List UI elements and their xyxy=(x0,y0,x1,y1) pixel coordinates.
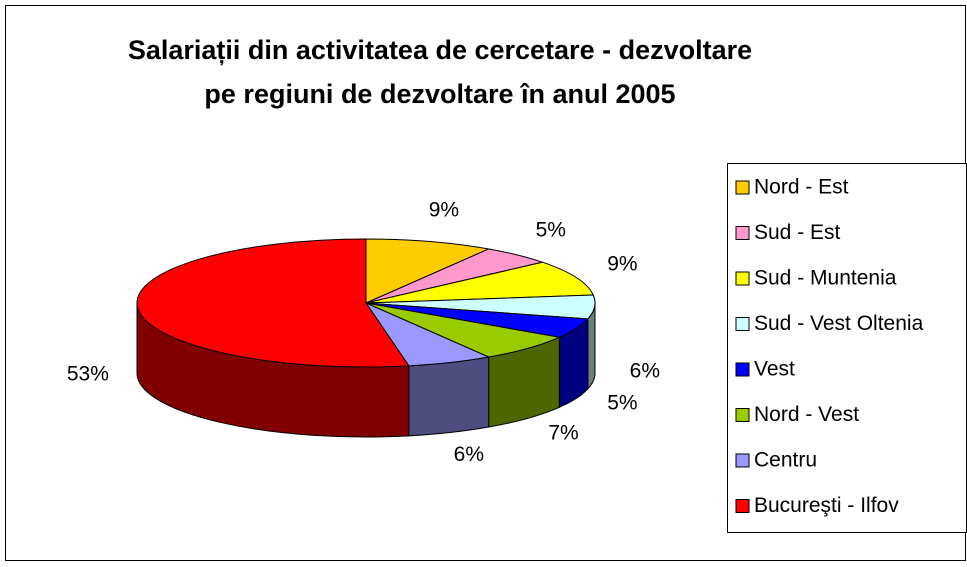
data-label: 6% xyxy=(630,360,660,383)
data-label: 5% xyxy=(607,392,637,415)
pie-side xyxy=(408,356,490,437)
legend-swatch xyxy=(735,408,750,422)
legend-swatch xyxy=(735,271,750,286)
data-label: 5% xyxy=(536,219,566,242)
legend-label: Bucureşti - Ilfov xyxy=(754,494,899,517)
data-label: 9% xyxy=(607,252,637,275)
legend-label: Vest xyxy=(754,358,795,381)
legend-label: Nord - Est xyxy=(754,176,849,199)
chart-title: Salariații din activitatea de cercetare … xyxy=(127,35,753,109)
legend-swatch xyxy=(735,226,750,240)
legend-label: Nord - Vest xyxy=(754,403,859,426)
legend-box xyxy=(727,163,967,533)
pie-slice xyxy=(365,261,594,304)
pie-slice xyxy=(365,238,491,304)
data-label: 7% xyxy=(548,421,578,444)
legend-swatch xyxy=(735,317,750,331)
legend-swatch xyxy=(735,499,750,513)
legend-label: Sud - Muntenia xyxy=(754,267,897,290)
legend-label: Sud - Est xyxy=(754,221,841,244)
data-label: 9% xyxy=(429,198,459,221)
legend-swatch xyxy=(735,180,750,195)
legend-label: Centru xyxy=(754,449,817,472)
legend-swatch xyxy=(735,453,750,468)
data-label: 53% xyxy=(67,363,109,386)
pie-slice xyxy=(136,238,410,368)
legend-label: Sud - Vest Oltenia xyxy=(754,312,924,335)
data-label: 6% xyxy=(454,443,484,466)
legend-swatch xyxy=(735,362,750,377)
